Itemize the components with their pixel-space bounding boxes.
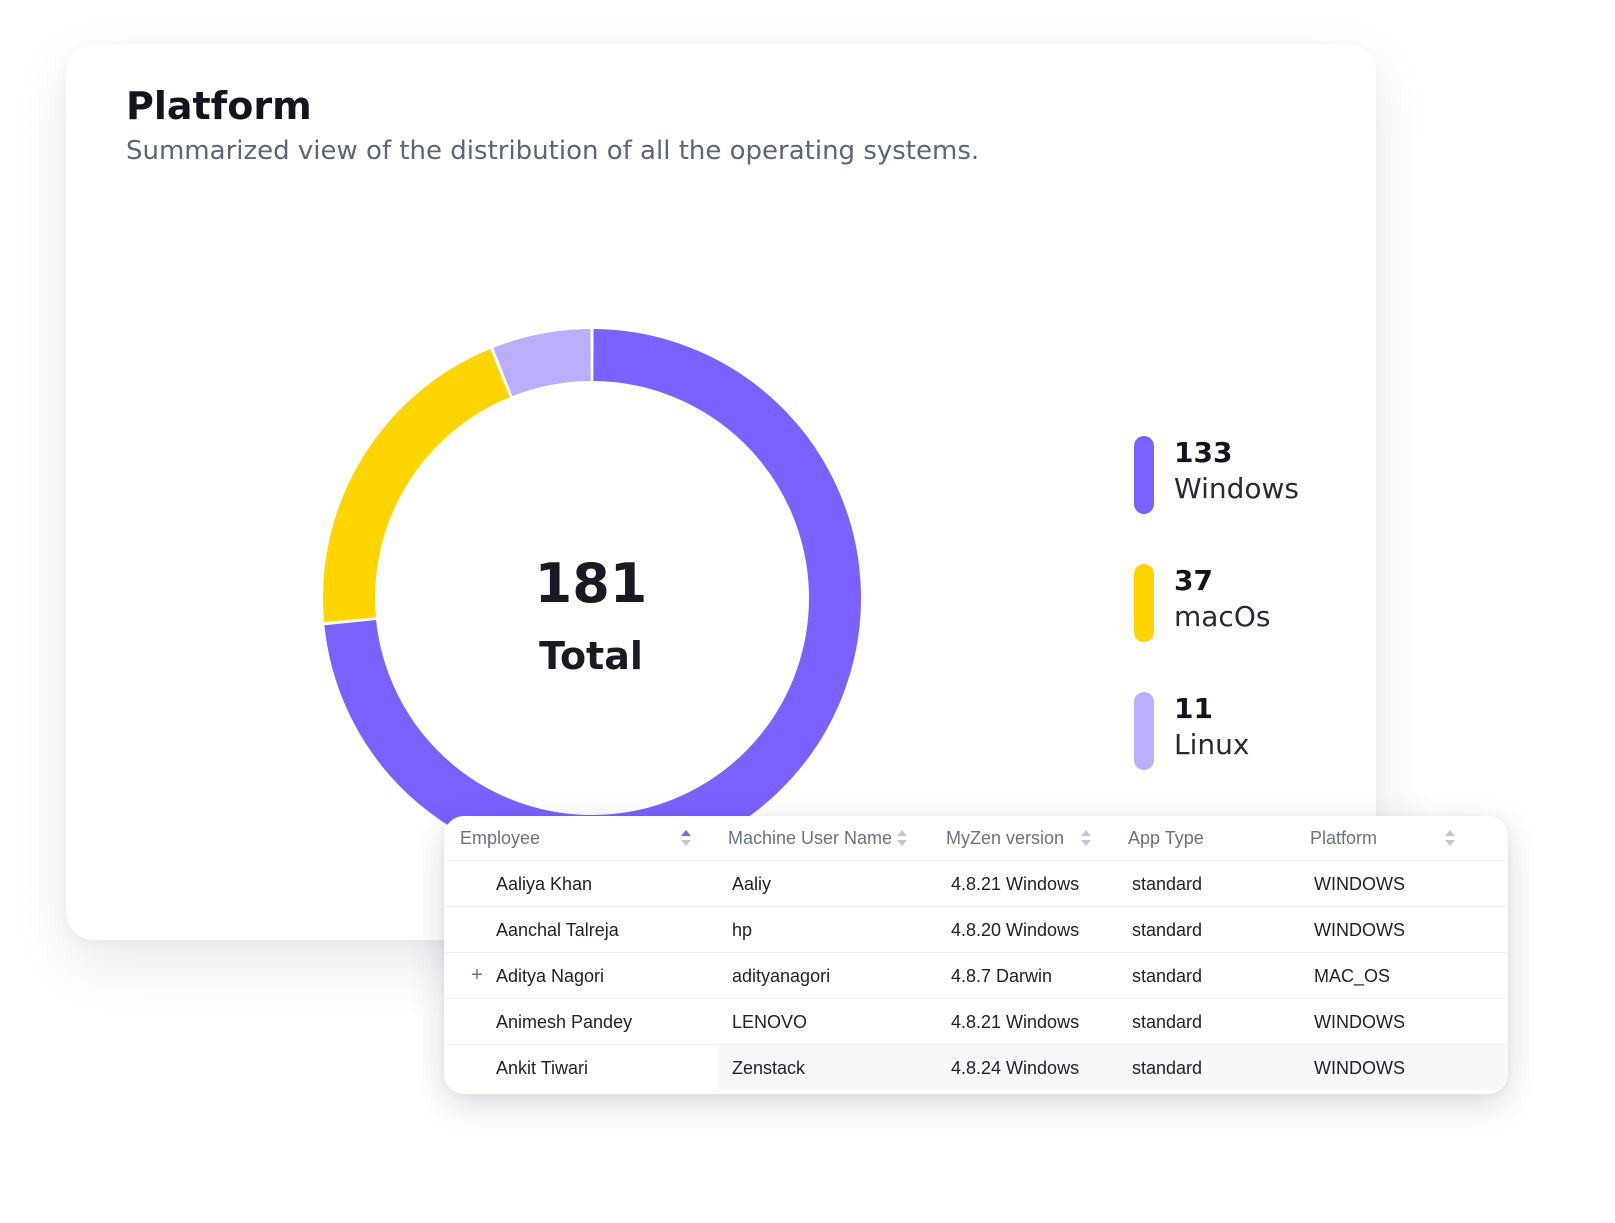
table-header: Employee Machine User Name MyZen version Ap… — [444, 816, 1508, 860]
cell-machine-user: Zenstack — [732, 1058, 806, 1078]
card-title: Platform — [126, 84, 312, 128]
cell-machine-user: adityanagori — [732, 966, 831, 986]
cell-version: 4.8.21 Windows — [951, 1012, 1080, 1032]
cell-platform: WINDOWS — [1314, 1058, 1405, 1078]
employee-platform-table: Employee Machine User Name MyZen version Ap… — [444, 816, 1508, 1094]
cell-app-type: standard — [1132, 1012, 1203, 1032]
cell-platform: MAC_OS — [1314, 966, 1391, 986]
cell-employee: Aaliya Khan — [496, 874, 593, 894]
total-label: Total — [539, 634, 643, 678]
legend-label-windows: Windows — [1174, 472, 1299, 505]
table-row[interactable]: Aaliya Khan Aaliy 4.8.21 Windows standard WI… — [444, 860, 1508, 906]
row-hover-highlight — [718, 1045, 1508, 1090]
col-employee-header[interactable]: Employee — [460, 828, 541, 848]
cell-employee: Animesh Pandey — [496, 1012, 633, 1032]
cell-version: 4.8.24 Windows — [951, 1058, 1080, 1078]
cell-app-type: standard — [1132, 920, 1203, 940]
cell-platform: WINDOWS — [1314, 1012, 1405, 1032]
table-row[interactable]: Ankit Tiwari Zenstack 4.8.24 Windows standa… — [444, 1044, 1508, 1090]
legend-swatch-windows — [1134, 436, 1154, 514]
cell-employee: Ankit Tiwari — [496, 1058, 589, 1078]
total-count: 181 — [534, 552, 648, 615]
col-myzen-version-header[interactable]: MyZen version — [946, 828, 1065, 848]
legend-label-linux: Linux — [1174, 728, 1250, 761]
platform-card: Platform Summarized view of the distribu… — [66, 44, 1376, 940]
cell-machine-user: LENOVO — [732, 1012, 808, 1032]
sort-icon[interactable] — [1080, 829, 1092, 849]
table-row[interactable]: Aanchal Talreja hp 4.8.20 Windows standard W… — [444, 906, 1508, 952]
cell-version: 4.8.7 Darwin — [951, 966, 1053, 986]
cell-version: 4.8.21 Windows — [951, 874, 1080, 894]
cell-machine-user: Aaliy — [732, 874, 772, 894]
table-row[interactable]: + Aditya Nagori adityanagori 4.8.7 Darwin st… — [444, 952, 1508, 998]
donut-slice-macos[interactable] — [323, 348, 511, 623]
cell-app-type: standard — [1132, 874, 1203, 894]
cell-app-type: standard — [1132, 966, 1203, 986]
cell-machine-user: hp — [732, 920, 753, 940]
sort-icon[interactable] — [1444, 829, 1456, 849]
card-subtitle: Summarized view of the distribution of a… — [126, 136, 980, 166]
cell-app-type: standard — [1132, 1058, 1203, 1078]
col-app-type-header: App Type — [1128, 828, 1204, 848]
legend-value-macos: 37 — [1174, 564, 1213, 597]
donut-slice-windows[interactable] — [324, 329, 861, 867]
plus-icon[interactable]: + — [471, 964, 483, 986]
legend-swatch-linux — [1134, 692, 1154, 770]
col-machine-user-name-header[interactable]: Machine User Name — [728, 828, 893, 848]
cell-platform: WINDOWS — [1314, 874, 1405, 894]
table-body: Aaliya Khan Aaliy 4.8.21 Windows standard WI… — [444, 860, 1508, 1090]
legend-swatch-macos — [1134, 564, 1154, 642]
cell-version: 4.8.20 Windows — [951, 920, 1080, 940]
sort-icon[interactable] — [680, 829, 692, 849]
table-row[interactable]: Animesh Pandey LENOVO 4.8.21 Windows standa… — [444, 998, 1508, 1044]
cell-employee: Aditya Nagori — [496, 966, 605, 986]
donut-slice-linux[interactable] — [493, 329, 592, 397]
cell-employee: Aanchal Talreja — [496, 920, 619, 940]
legend-value-windows: 133 — [1174, 436, 1233, 469]
legend-label-macos: macOs — [1174, 600, 1271, 633]
sort-icon[interactable] — [896, 829, 908, 849]
col-platform-header[interactable]: Platform — [1310, 828, 1378, 848]
platform-donut-chart — [323, 329, 861, 867]
legend-value-linux: 11 — [1174, 692, 1213, 725]
cell-platform: WINDOWS — [1314, 920, 1405, 940]
